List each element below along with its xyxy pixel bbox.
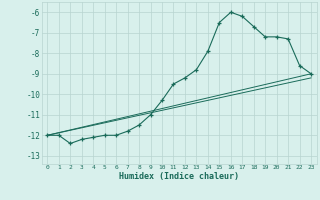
X-axis label: Humidex (Indice chaleur): Humidex (Indice chaleur): [119, 172, 239, 181]
